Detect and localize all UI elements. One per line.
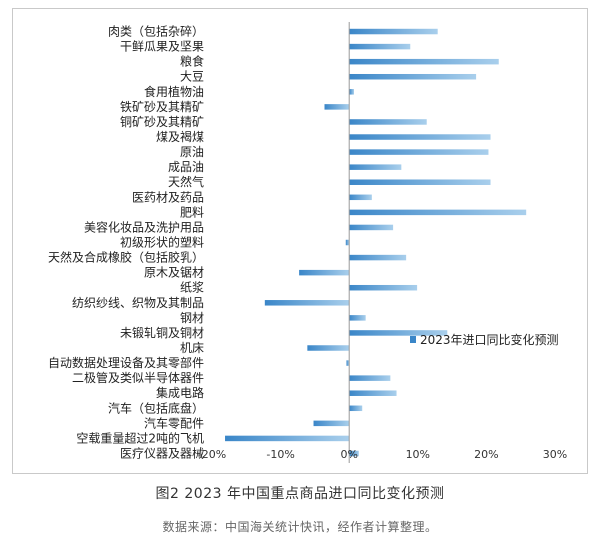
chart: 肉类（包括杂碎）干鲜瓜果及坚果粮食大豆食用植物油铁矿砂及其精矿铜矿砂及其精矿煤及…	[48, 22, 567, 464]
bars-layer	[225, 28, 527, 457]
category-label: 纸浆	[180, 280, 204, 295]
bar-26	[313, 420, 350, 427]
bar-15	[349, 254, 407, 261]
category-label: 肥料	[180, 205, 204, 219]
bar-28	[349, 450, 359, 457]
category-label: 汽车（包括底盘）	[108, 400, 204, 415]
category-label: 自动数据处理设备及其零部件	[48, 355, 204, 370]
category-label: 汽车零配件	[144, 415, 204, 430]
bar-20	[349, 330, 448, 336]
bar-6	[349, 119, 427, 125]
bar-0	[349, 28, 438, 35]
bar-17	[349, 284, 418, 291]
category-label: 医药材及药品	[132, 190, 204, 204]
bar-22	[346, 360, 350, 366]
bar-7	[349, 134, 491, 140]
bar-12	[349, 209, 527, 216]
category-label: 大豆	[180, 70, 204, 84]
bar-23	[349, 375, 391, 381]
category-label: 未锻轧铜及铜材	[120, 325, 204, 340]
chart-frame	[12, 8, 588, 474]
category-label: 粮食	[180, 54, 204, 69]
bar-2	[349, 58, 499, 65]
bar-8	[349, 149, 489, 155]
category-label: 初级形状的塑料	[120, 235, 204, 250]
category-label: 煤及褐煤	[156, 129, 204, 144]
bar-19	[349, 315, 366, 321]
category-label: 机床	[180, 341, 204, 355]
category-label: 医疗仪器及器械	[120, 445, 204, 460]
x-tick-label: 20%	[474, 448, 498, 461]
legend: 2023年进口同比变化预测	[410, 332, 559, 347]
category-label: 原木及锯材	[144, 265, 204, 280]
bar-18	[264, 300, 350, 306]
category-label: 纺织纱线、织物及其制品	[72, 296, 204, 310]
bar-16	[299, 269, 350, 276]
category-label: 钢材	[180, 311, 204, 325]
bar-14	[345, 239, 350, 246]
category-labels: 肉类（包括杂碎）干鲜瓜果及坚果粮食大豆食用植物油铁矿砂及其精矿铜矿砂及其精矿煤及…	[48, 24, 204, 461]
bar-9	[349, 164, 402, 170]
x-tick-label: 10%	[406, 448, 430, 461]
category-label: 食用植物油	[144, 84, 204, 99]
category-label: 铁矿砂及其精矿	[120, 100, 204, 114]
category-label: 干鲜瓜果及坚果	[120, 40, 204, 54]
bar-21	[307, 345, 350, 351]
data-source-note: 数据来源：中国海关统计快讯，经作者计算整理。	[162, 520, 438, 534]
x-tick-label: -10%	[266, 448, 294, 461]
figure-caption: 图2 2023 年中国重点商品进口同比变化预测	[155, 486, 445, 502]
bar-3	[349, 73, 477, 80]
bar-4	[349, 89, 355, 95]
bar-1	[349, 43, 411, 50]
bar-5	[324, 104, 350, 110]
legend-swatch	[410, 336, 416, 343]
bar-11	[349, 194, 372, 201]
category-label: 肉类（包括杂碎）	[108, 24, 204, 39]
x-tick-labels: -20% -10% 0% 10% 20% 30%	[198, 448, 567, 461]
category-label: 集成电路	[156, 385, 204, 400]
bar-27	[225, 435, 350, 442]
bar-10	[349, 179, 491, 185]
category-label: 美容化妆品及洗护用品	[84, 219, 204, 234]
category-label: 二极管及类似半导体器件	[72, 370, 204, 385]
category-label: 空载重量超过2吨的飞机	[76, 430, 204, 445]
category-label: 原油	[180, 145, 204, 159]
category-label: 铜矿砂及其精矿	[120, 114, 204, 129]
legend-label: 2023年进口同比变化预测	[420, 332, 559, 347]
x-tick-label: 30%	[543, 448, 567, 461]
bar-24	[349, 390, 397, 396]
x-tick-label: 0%	[340, 448, 357, 461]
category-label: 天然气	[168, 174, 204, 189]
bar-13	[349, 224, 394, 231]
category-label: 天然及合成橡胶（包括胶乳）	[48, 250, 204, 265]
category-label: 成品油	[168, 160, 204, 174]
x-tick-label: -20%	[198, 448, 226, 461]
bar-25	[349, 405, 363, 412]
